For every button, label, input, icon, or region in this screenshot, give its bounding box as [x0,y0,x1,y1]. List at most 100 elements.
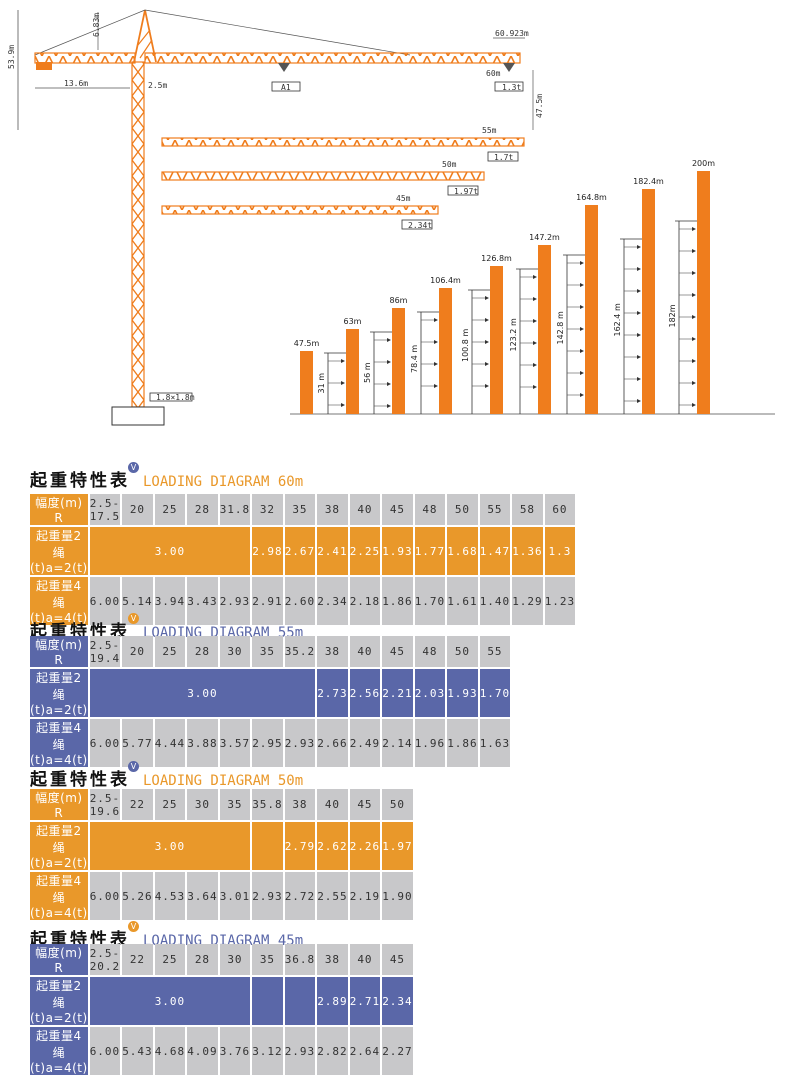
four-fall-cell: 6.00 [89,577,121,625]
reach-label: 60m [486,69,501,78]
jib-load-label: 1.7t [494,153,513,162]
tower-inner-label: 100.8 m [461,329,470,362]
jib-55m: 55m 1.7t [161,126,525,162]
trolley-left-label: A1 [281,83,291,92]
two-fall-cell: 1.36 [512,527,543,575]
counter-jib [34,52,136,64]
tower-inner-label: 162.4 m [613,303,622,336]
section-title: 起重特性表VLOADING DIAGRAM 50m [30,761,304,790]
radius-cell: 40 [349,636,381,667]
four-fall-cell: 1.23 [544,577,576,625]
two-fall-cell: 1.68 [447,527,478,575]
four-fall-row: 起重量4绳(t)a=4(t) 6.00 5.26 4.53 3.64 3.01 2.93 2.… [30,872,413,920]
four-fall-cell: 3.94 [154,577,186,625]
two-fall-cell: 2.03 [414,669,446,717]
four-fall-cell: 3.12 [252,1027,283,1075]
jib-load-label: 1.97t [454,187,478,196]
four-fall-cell: 6.00 [89,1027,121,1075]
two-fall-cell: 2.56 [349,669,381,717]
radius-cell: 45 [382,494,413,525]
badge-icon: V [128,613,139,624]
radius-cell: 2.5-17.5 [89,494,121,525]
four-fall-row: 起重量4绳(t)a=4(t) 6.00 5.43 4.68 4.09 3.76 3.12 2.… [30,1027,413,1075]
tower-top-label: 106.4m [430,276,461,285]
four-fall-cell: 1.86 [382,577,413,625]
four-fall-cell: 6.00 [89,872,121,920]
two-fall-cell: 1.77 [414,527,446,575]
two-fall-cell: 2.34 [382,977,413,1025]
four-fall-cell: 2.64 [349,1027,381,1075]
radius-row: 幅度(m) R 2.5-19.6 22 25 30 35 35.8 38 40 45 50 [30,789,413,820]
two-fall-cell: 2.41 [317,527,348,575]
four-fall-cell: 1.61 [447,577,478,625]
four-fall-cell: 1.63 [479,719,511,767]
tower-bar: 86m 56 m [363,296,408,414]
tower-inner-label: 31 m [317,373,326,394]
two-fall-cell: 2.71 [349,977,381,1025]
two-fall-row: 起重量2绳(t)a=2(t) 3.00 2.98 2.67 2.41 2.25 1.93 1.… [30,527,576,575]
two-fall-cell: 2.21 [382,669,413,717]
radius-cell: 35 [284,494,316,525]
two-fall-cell: 1.93 [382,527,413,575]
radius-cell: 20 [122,494,153,525]
tower-top-label: 182.4m [633,177,664,186]
four-fall-cell: 5.26 [122,872,153,920]
tower-bar-rect [585,205,598,414]
radius-row: 幅度(m) R 2.5-17.5 20 25 28 31.8 32 35 38 40 45 48 50 5… [30,494,576,525]
two-fall-cell: 1.3 [544,527,576,575]
radius-cell: 35 [219,789,251,820]
radius-cell: 55 [479,636,511,667]
tower-top-label: 47.5m [294,339,320,348]
four-fall-row-header: 起重量4绳(t)a=4(t) [30,1027,88,1075]
radius-cell: 25 [154,944,186,975]
counterweight [36,62,52,70]
radius-cell: 50 [447,636,478,667]
radius-cell: 30 [187,789,218,820]
radius-cell: 25 [154,494,186,525]
hook-height-label: 47.5m [535,94,544,118]
radius-cell: 38 [317,944,348,975]
tower-top-label: 126.8m [481,254,512,263]
two-fall-cell: 2.26 [349,822,381,870]
four-fall-cell: 4.68 [154,1027,186,1075]
radius-cell: 50 [447,494,478,525]
alternative-jibs: 55m 1.7t 50m 1.97t 45m 2.34t [161,126,525,230]
four-fall-cell: 2.91 [252,577,283,625]
tower-top-label: 200m [692,159,715,168]
trolley-right-label: 1.3t [502,83,521,92]
four-fall-cell: 2.93 [252,872,283,920]
four-fall-cell: 2.66 [317,719,348,767]
radius-cell: 31.8 [219,494,251,525]
four-fall-cell: 5.77 [122,719,153,767]
four-fall-cell: 3.43 [187,577,218,625]
radius-cell: 55 [479,494,511,525]
tower-bar-rect [697,171,710,414]
loading-table-45m: 幅度(m) R 2.5-20.2 22 25 28 30 35 36.8 38 40 45 起重量2绳… [28,942,415,1077]
radius-cell: 50 [382,789,413,820]
radius-cell: 58 [512,494,543,525]
tower-inner-label: 142.8 m [556,311,565,344]
four-fall-cell: 2.93 [284,719,316,767]
four-fall-cell: 2.93 [219,577,251,625]
two-fall-blank-cell [252,977,283,1025]
radius-cell: 36.8 [284,944,316,975]
two-fall-merged-cell: 3.00 [89,527,251,575]
crane-diagram: 53.9m 6.83m 13.6m 2.5m 60.923m 60m 47.5m… [7,9,775,426]
four-fall-cell: 1.29 [512,577,543,625]
jib-length-label: 45m [396,194,411,203]
four-fall-cell: 3.88 [187,719,218,767]
radius-cell: 35 [252,944,283,975]
four-fall-cell: 2.93 [284,1027,316,1075]
radius-cell: 48 [414,636,446,667]
two-fall-blank-cell [252,822,283,870]
four-fall-row-header: 起重量4绳(t)a=4(t) [30,872,88,920]
four-fall-cell: 3.64 [187,872,218,920]
jib-length-label: 60.923m [495,29,529,38]
four-fall-cell: 4.09 [187,1027,218,1075]
four-fall-cell: 1.40 [479,577,511,625]
radius-cell: 28 [187,636,218,667]
tower-bar: 126.8m 100.8 m [461,254,512,414]
counter-jib-label: 13.6m [64,79,88,88]
two-fall-cell: 1.97 [382,822,413,870]
four-fall-cell: 4.53 [154,872,186,920]
